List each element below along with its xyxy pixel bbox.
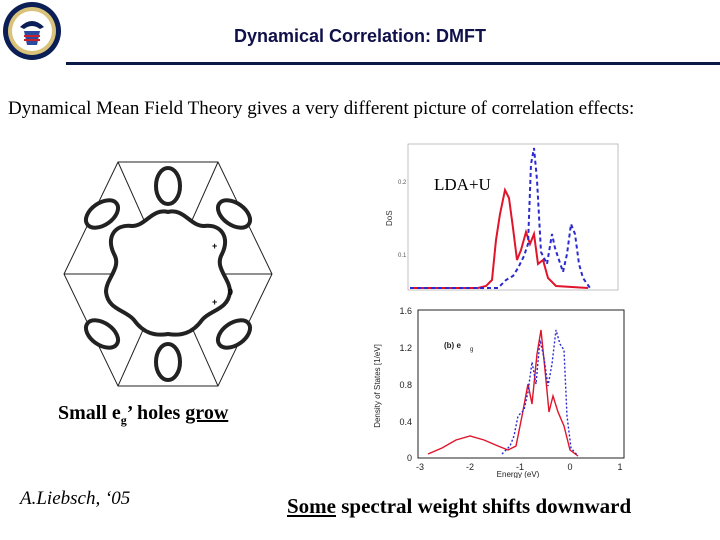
page-title: Dynamical Correlation: DMFT [233, 26, 487, 46]
bottom-text-underlined: Some [287, 494, 336, 518]
lda-u-label: LDA+U [432, 175, 493, 195]
y-tick-label: 1.2 [399, 343, 412, 353]
x-tick-label: 0 [567, 462, 572, 472]
bottom-text-rest: spectral weight shifts downward [336, 494, 632, 518]
pocket-lower-left [83, 318, 121, 350]
subtitle: Dynamical Mean Field Theory gives a very… [8, 98, 635, 119]
y-tick-label: 0 [407, 453, 412, 463]
y-axis-label: DoS [385, 210, 394, 226]
hex-label: + [212, 297, 217, 307]
dmft-dos-plot: Density of States [1/eV] 1.6 1.2 0.8 0.4… [373, 306, 625, 478]
central-fermi-sheet [103, 209, 233, 337]
pocket-bottom [154, 342, 182, 382]
navy-seal-logo [3, 2, 61, 60]
pocket-top [154, 166, 182, 206]
holes-text-subscript: g [120, 413, 127, 427]
pocket-upper-right [215, 198, 253, 230]
panel-label: (b) e [444, 341, 461, 350]
y-axis-label: Density of States [1/eV] [373, 344, 382, 428]
spectral-weight-statement: Some spectral weight shifts downward [287, 494, 631, 519]
author-citation: A.Liebsch, ‘05 [20, 488, 131, 509]
holes-text-underlined: grow [185, 402, 229, 424]
x-tick-label: -2 [466, 462, 474, 472]
dashed-series-line [410, 147, 591, 289]
holes-text-part1: Small e [58, 402, 121, 424]
header-rule [66, 62, 720, 65]
y-tick-label: 0.2 [398, 180, 407, 186]
solid-series-line [427, 329, 579, 457]
pocket-lower-right [215, 318, 253, 350]
header-bar [0, 0, 720, 62]
x-tick-label: 1 [617, 462, 622, 472]
holes-text-part2: ’ holes [126, 402, 186, 424]
hex-label: 0 [228, 287, 233, 297]
solid-series-line [410, 186, 589, 289]
y-tick-label: 0.1 [398, 253, 407, 259]
y-tick-label: 0.4 [399, 417, 412, 427]
lda-u-dos-plot: DoS 0.2 0.1 [385, 143, 619, 291]
x-tick-label: -1 [516, 462, 524, 472]
pocket-upper-left [83, 198, 121, 230]
x-tick-label: -3 [416, 462, 424, 472]
hex-label: + [212, 241, 217, 251]
plot-frame [417, 309, 625, 459]
panel-label-subscript: g [470, 347, 473, 353]
holes-grow-statement: Small eg’ holes grow [58, 402, 228, 428]
plot-frame [407, 143, 619, 291]
y-tick-label: 0.8 [399, 380, 412, 390]
y-tick-label: 1.6 [399, 306, 412, 316]
x-axis-label: Energy (eV) [497, 470, 540, 478]
fermi-surface-hexagon: + 0 + [63, 161, 273, 387]
